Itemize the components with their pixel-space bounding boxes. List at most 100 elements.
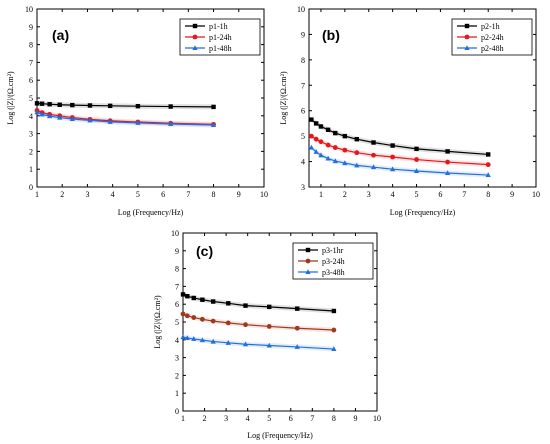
panel-b-series-p2-1h-point [371,140,376,145]
panel-a-legend-entry: p1-1h [209,22,228,31]
panel-b-series-p2-24h-point [313,136,319,142]
panel-a-x-tick-label: 4 [111,190,115,199]
panel-c-series-p3-1hr-point [185,293,190,299]
panel-b-series-p2-48h-point [444,170,451,176]
panel-b-x-tick-label: 5 [415,190,419,199]
panel-a-x-tick-label: 6 [161,190,165,199]
panel-c-y-axis-title: Log (|Z|/(Ω.cm²) [153,295,162,349]
panel-b-label: (b) [322,27,340,43]
panel-b-y-tick-label: 6 [301,107,305,116]
panel-c-legend-entry: p3-24h [322,257,345,266]
panel-c-x-tick-label: 5 [267,414,271,423]
panel-c-series-p3-24h-point [266,324,272,329]
panel-b-y-tick-label: 7 [301,81,305,90]
panel-c-y-tick-label: 5 [175,318,179,327]
panel-c-legend-swatch-marker [305,247,311,253]
panel-c-series-p3-1hr-point [295,306,300,311]
panel-b-series-p2-24h-point [325,142,331,148]
panel-a-series-p1-1h-point [39,101,45,106]
panel-b-series-p2-1h-band [311,117,489,157]
panel-b-series-p2-48h-point [318,152,324,158]
panel-a-series-p1-48h-point [168,121,174,126]
panel-b-series-p2-24h-point [390,154,396,160]
panel-a-legend-swatch-marker [192,45,198,50]
panel-c-x-tick-label: 4 [246,414,250,423]
panel-a-series-p1-48h-point [34,109,40,115]
panel-b-x-tick-label: 1 [319,190,323,199]
panel-b-series-p2-24h-point [354,150,360,156]
panel-c-series-p3-1hr-point [210,299,216,304]
panel-b-series-p2-48h-point [485,172,491,178]
panel-a-x-tick-label: 7 [186,190,190,199]
panel-a-series-p1-1h-point [135,103,141,109]
panel-a-series-p1-1h-point [211,104,216,110]
panel-a-legend: p1-1h p1-24h p1-48h [179,18,261,56]
panel-b-series-p2-24h-point [485,162,491,168]
panel-b-series-p2-24h-point [308,133,314,139]
panel-a-y-tick-label: 2 [29,147,33,156]
panel-c-legend-swatch-marker [305,258,311,264]
panel-c-y-tick-label: 6 [175,300,179,309]
panel-a-series-p1-1h-point [34,101,40,106]
panel-b-series-p2-24h-point [414,157,419,162]
panel-a-x-tick-label: 3 [85,190,89,199]
panel-c-series-p3-24h-line [182,313,334,331]
panel-c-legend-swatch-marker [305,269,311,274]
panel-a-label: (a) [52,27,69,43]
panel-c-series-p3-48h-band [183,334,334,352]
panel-a-y-tick-label: 1 [29,165,33,174]
panel-a-series-p1-48h-point [210,122,217,128]
panel-a-series-p1-48h-point [135,120,141,125]
panel-b-y-tick-label: 9 [301,30,305,39]
panel-c-x-tick-label: 6 [289,414,293,423]
panel-b-series-p2-48h-point [308,144,314,150]
panel-b-plot-frame [308,8,537,188]
panel-b-series-p2-1h-point [445,149,450,154]
panel-b-series-p2-48h-point [342,160,348,166]
panel-b-series-p2-48h-point [354,162,360,168]
panel-b-series-p2-1h-point [325,127,331,132]
panel-c-series-p3-48h-point [184,335,190,341]
panel-c-legend-entry: p3-48h [322,268,345,277]
panel-c-series-p3-24h-point [210,318,216,324]
panel-b-series-p2-1h-point [354,136,359,142]
panel-b-y-axis-title: Log (|Z|/(Ω.cm²) [279,71,288,125]
panel-c-series-p3-1hr-point [200,297,205,302]
panel-a-legend-swatch-marker [192,23,198,29]
panel-b-series-p2-48h-point [325,155,331,161]
panel-b-series-p2-48h-point [390,166,396,172]
panel-c-series-p3-24h-point [184,313,190,319]
panel-b-series-p2-24h-point [318,139,324,145]
panel-c-series-p3-1hr-line [182,293,334,312]
chart-panel-b: 1 2 3 4 5 6 7 8 9 10 3 4 5 6 7 8 9 10 Log (Frequency/Hz) Lo… [279,5,540,217]
panel-a-x-tick-label: 10 [260,190,268,199]
panel-c-legend-entry: p3-1hr [322,246,344,255]
panel-a-y-tick-label: 0 [29,183,33,192]
panel-c-y-tick-label: 3 [175,354,179,363]
panel-a-x-tick-label: 5 [136,190,140,199]
panel-a-x-tick-label: 8 [212,190,216,199]
panel-a-y-tick-label: 5 [29,94,33,103]
panel-a-y-tick-label: 8 [29,41,33,50]
panel-b-x-tick-label: 7 [462,190,466,199]
panel-b-series-p2-24h-point [332,145,338,150]
panel-a-series-p1-48h-band [37,109,214,128]
panel-a-y-tick-label: 7 [29,58,33,67]
panel-b-y-tick-label: 5 [301,132,305,141]
panel-c-series-p3-48h-point [191,336,197,341]
panel-c-y-tick-label: 7 [175,282,179,291]
panel-c-x-tick-label: 8 [332,414,336,423]
panel-b-x-tick-label: 3 [367,190,371,199]
panel-a-series-p1-1h-line [36,102,214,108]
panel-a-y-tick-label: 10 [25,5,33,14]
panel-a-x-axis-title: Log (Frequency/Hz) [118,208,184,217]
panel-c-series-p3-24h-point [225,320,231,326]
panel-c-series-p3-24h-point [191,315,197,320]
panel-a-x-tick-label: 1 [35,190,39,199]
panel-c-series-p3-1hr-point [191,295,196,301]
panel-a-series-p1-24h-line [36,109,214,125]
panel-c-y-tick-label: 4 [175,336,179,345]
panel-b-legend-swatch-marker [464,34,470,40]
